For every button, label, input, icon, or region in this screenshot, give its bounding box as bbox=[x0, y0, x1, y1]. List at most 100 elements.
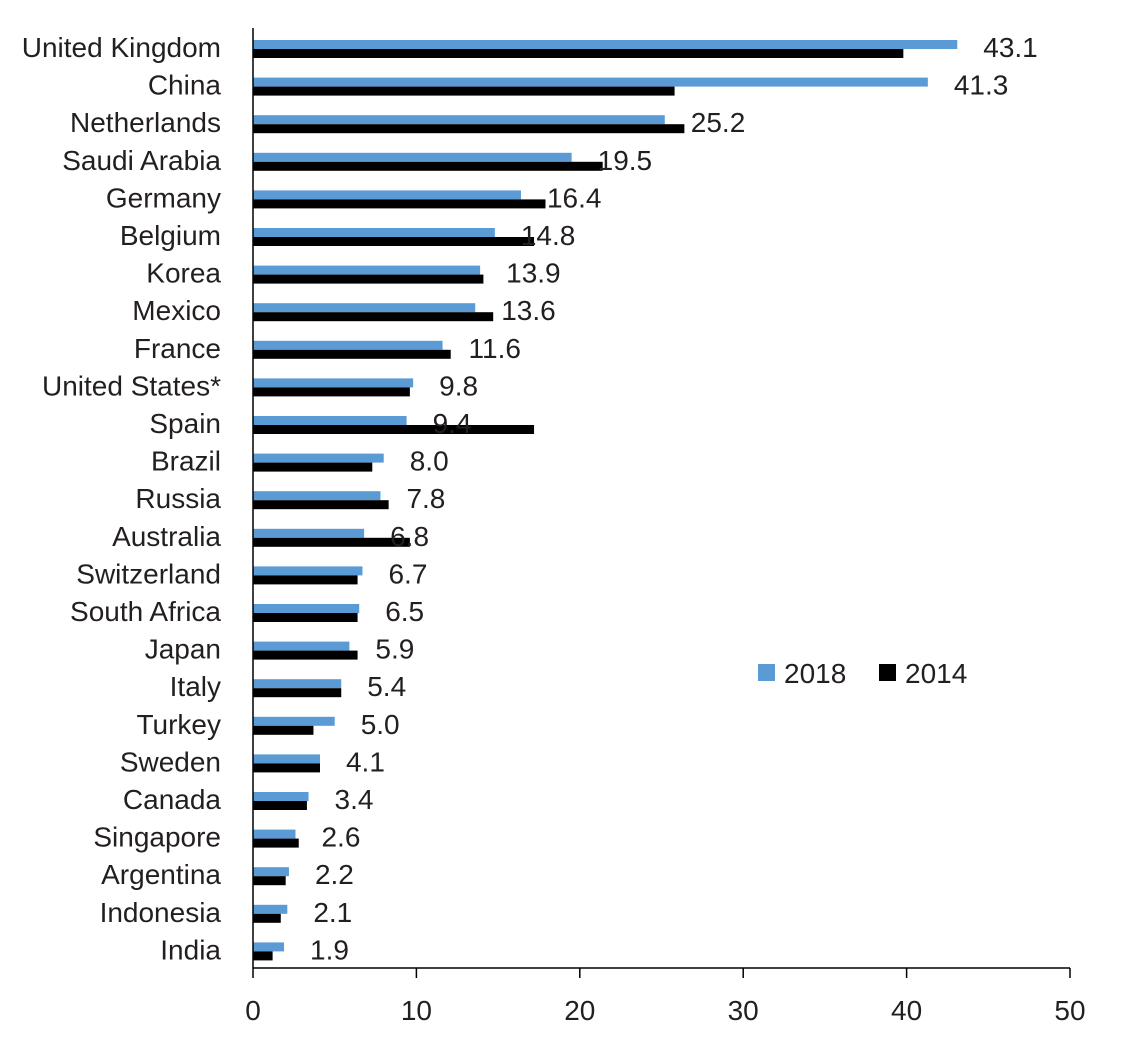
x-tick-label: 40 bbox=[891, 995, 922, 1026]
bar-2014 bbox=[253, 838, 299, 848]
x-tick-label: 0 bbox=[245, 995, 261, 1026]
x-tick-label: 10 bbox=[401, 995, 432, 1026]
category-label: Mexico bbox=[132, 295, 221, 326]
bar-2018 bbox=[253, 566, 363, 576]
bar-2014 bbox=[253, 537, 410, 547]
bar-2018 bbox=[253, 152, 572, 162]
bar-2014 bbox=[253, 237, 535, 246]
data-label-2018: 1.9 bbox=[310, 934, 349, 965]
bar-2014 bbox=[253, 199, 546, 209]
bar-2018 bbox=[253, 942, 285, 952]
data-label-2018: 9.8 bbox=[439, 370, 478, 401]
category-label: Switzerland bbox=[76, 558, 221, 589]
data-label-2018: 4.1 bbox=[346, 746, 385, 777]
bar-2014 bbox=[253, 49, 904, 58]
bar-2018 bbox=[253, 528, 365, 538]
category-label: Brazil bbox=[151, 446, 221, 477]
data-label-2018: 3.4 bbox=[335, 784, 374, 815]
data-label-2018: 13.6 bbox=[501, 295, 556, 326]
data-label-2018: 6.8 bbox=[390, 521, 429, 552]
bar-2014 bbox=[253, 500, 389, 510]
category-label: South Africa bbox=[70, 596, 221, 627]
x-tick-label: 50 bbox=[1054, 995, 1085, 1026]
category-label: Indonesia bbox=[100, 897, 222, 928]
data-label-2018: 8.0 bbox=[410, 446, 449, 477]
data-label-2018: 43.1 bbox=[983, 32, 1038, 63]
category-label: Sweden bbox=[120, 746, 221, 777]
bar-2018 bbox=[253, 679, 342, 689]
legend-swatch-2018 bbox=[758, 664, 775, 681]
category-label: China bbox=[148, 70, 222, 101]
category-label: Korea bbox=[146, 258, 221, 289]
bar-2018 bbox=[253, 228, 495, 237]
category-label: Spain bbox=[149, 408, 221, 439]
bar-2018 bbox=[253, 716, 335, 726]
bar-2014 bbox=[253, 613, 358, 622]
bar-2018 bbox=[253, 303, 476, 313]
category-label: Germany bbox=[106, 182, 221, 213]
bar-2018 bbox=[253, 77, 928, 87]
category-label: India bbox=[160, 934, 221, 965]
bar-2018 bbox=[253, 604, 360, 613]
category-label: Italy bbox=[170, 671, 221, 702]
bar-2014 bbox=[253, 387, 410, 397]
category-label: Australia bbox=[112, 521, 221, 552]
data-label-2018: 14.8 bbox=[521, 220, 576, 251]
bar-2018 bbox=[253, 265, 481, 275]
data-label-2018: 16.4 bbox=[547, 182, 602, 213]
data-label-2018: 6.5 bbox=[385, 596, 424, 627]
bar-2018 bbox=[253, 115, 665, 125]
bar-2014 bbox=[253, 913, 281, 923]
legend-label-2014: 2014 bbox=[905, 658, 967, 689]
legend-swatch-2014 bbox=[879, 664, 896, 681]
category-label: Argentina bbox=[101, 859, 221, 890]
bar-2014 bbox=[253, 688, 342, 698]
bar-2014 bbox=[253, 86, 675, 96]
bar-2014 bbox=[253, 801, 307, 810]
data-label-2018: 5.4 bbox=[367, 671, 406, 702]
bar-2018 bbox=[253, 641, 350, 651]
bar-2014 bbox=[253, 312, 494, 322]
data-label-2018: 2.2 bbox=[315, 859, 354, 890]
category-label: Netherlands bbox=[70, 107, 221, 138]
data-label-2018: 2.6 bbox=[321, 822, 360, 853]
data-label-2018: 6.7 bbox=[388, 558, 427, 589]
bar-2018 bbox=[253, 340, 443, 350]
data-label-2018: 11.6 bbox=[469, 333, 521, 364]
data-label-2018: 5.9 bbox=[375, 634, 414, 665]
x-tick-label: 20 bbox=[564, 995, 595, 1026]
bar-2014 bbox=[253, 274, 484, 284]
bar-2014 bbox=[253, 876, 286, 886]
data-label-2018: 19.5 bbox=[598, 145, 653, 176]
category-label: United Kingdom bbox=[22, 32, 221, 63]
bar-2018 bbox=[253, 40, 958, 49]
x-tick-label: 30 bbox=[728, 995, 759, 1026]
data-label-2018: 13.9 bbox=[506, 258, 560, 289]
category-label: Singapore bbox=[93, 822, 221, 853]
bar-2014 bbox=[253, 462, 373, 472]
bar-2014 bbox=[253, 161, 603, 171]
category-label: France bbox=[134, 333, 221, 364]
data-label-2018: 9.4 bbox=[433, 408, 472, 439]
data-label-2018: 25.2 bbox=[691, 107, 746, 138]
bar-2014 bbox=[253, 349, 451, 359]
category-label: Belgium bbox=[120, 220, 221, 251]
bar-2018 bbox=[253, 453, 384, 463]
legend-label-2018: 2018 bbox=[784, 658, 846, 689]
bar-2014 bbox=[253, 725, 314, 735]
bar-2014 bbox=[253, 425, 535, 434]
bar-2018 bbox=[253, 491, 381, 501]
bar-2018 bbox=[253, 867, 289, 877]
bar-2018 bbox=[253, 416, 407, 425]
bar-2018 bbox=[253, 754, 320, 764]
data-label-2018: 2.1 bbox=[313, 897, 352, 928]
bar-2018 bbox=[253, 792, 309, 801]
category-label: Russia bbox=[135, 483, 221, 514]
bar-2014 bbox=[253, 575, 358, 585]
bar-2014 bbox=[253, 650, 358, 660]
bar-2018 bbox=[253, 190, 521, 200]
data-label-2018: 7.8 bbox=[406, 483, 445, 514]
category-label: Saudi Arabia bbox=[62, 145, 221, 176]
bar-2018 bbox=[253, 829, 296, 839]
